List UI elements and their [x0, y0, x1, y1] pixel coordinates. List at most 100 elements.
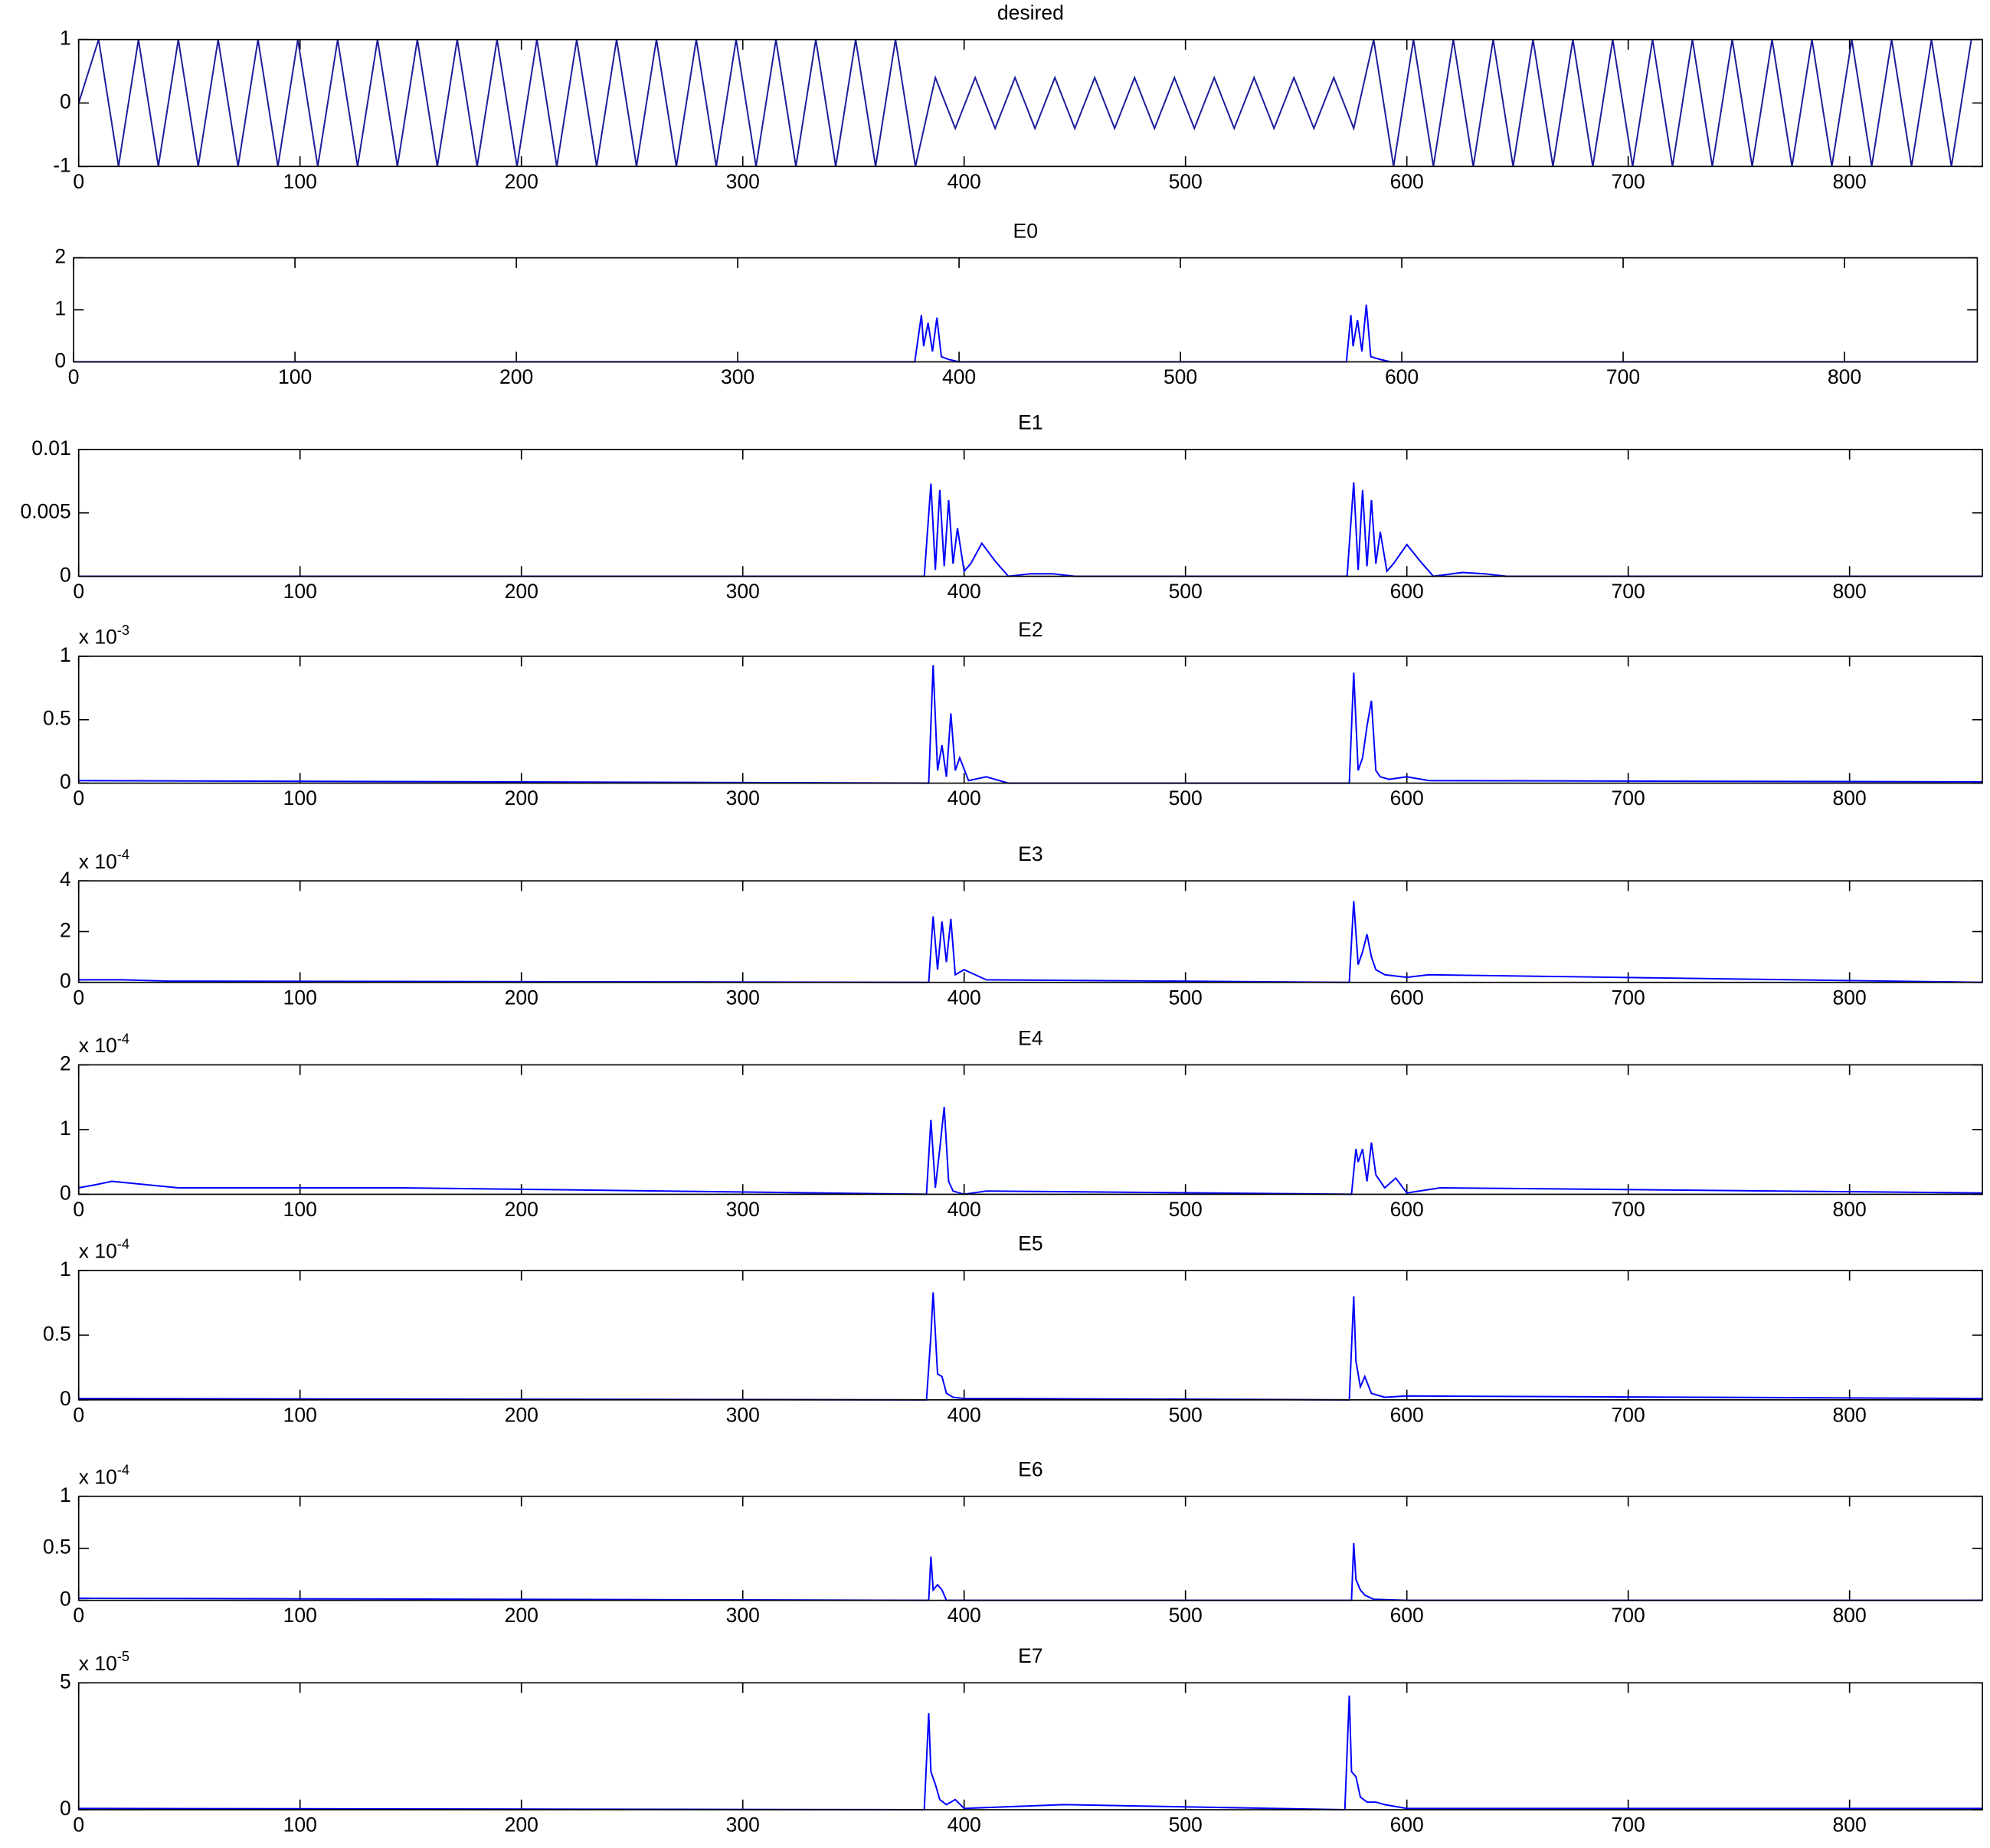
plot-area	[74, 257, 1978, 362]
x-tick-label: 700	[1612, 170, 1645, 193]
y-tick-label: 0	[60, 1387, 71, 1410]
y-tick-label: 2	[60, 918, 71, 941]
x-tick-label: 700	[1612, 1604, 1645, 1627]
y-tick-label: 0.01	[31, 437, 71, 460]
data-line	[78, 1695, 1983, 1811]
x-tick-label: 500	[1169, 580, 1203, 603]
data-line	[78, 1292, 1983, 1401]
x-tick-label: 800	[1833, 1403, 1867, 1426]
plot-area	[78, 39, 1983, 167]
x-tick-label: 400	[948, 170, 981, 193]
axes-frame	[77, 656, 1983, 784]
y-tick-label: 4	[60, 868, 71, 891]
x-tick-label: 600	[1390, 1403, 1424, 1426]
y-tick-label: 0	[60, 1797, 71, 1820]
y-tick-label: 1	[60, 643, 71, 666]
x-tick-label: 200	[505, 1604, 538, 1627]
x-tick-label: 300	[726, 986, 760, 1009]
chart-title: E5	[1018, 1232, 1042, 1255]
y-multiplier: x 10-5	[79, 1649, 129, 1675]
x-tick-label: 600	[1390, 1604, 1424, 1627]
y-multiplier-exponent: -4	[117, 847, 129, 862]
x-tick-label: 300	[726, 787, 760, 810]
x-tick-label: 200	[505, 170, 538, 193]
axes-frame	[77, 1682, 1983, 1810]
x-tick-label: 500	[1169, 986, 1203, 1009]
plot-area	[78, 1496, 1983, 1601]
x-tick-label: 500	[1169, 1604, 1203, 1627]
y-multiplier-base: x 10	[79, 1652, 117, 1675]
x-tick-label: 600	[1390, 580, 1424, 603]
axes-frame	[77, 1495, 1983, 1601]
x-tick-label: 300	[726, 1604, 760, 1627]
y-tick-label: 2	[54, 245, 66, 268]
plot-area	[78, 1065, 1983, 1195]
x-tick-label: 100	[283, 1604, 317, 1627]
x-tick-label: 600	[1390, 787, 1424, 810]
x-tick-label: 500	[1169, 1403, 1203, 1426]
y-tick-label: 1	[60, 1117, 71, 1140]
x-tick-label: 300	[726, 1814, 760, 1837]
chart-title: E3	[1018, 842, 1042, 865]
x-tick-label: 300	[726, 1198, 760, 1221]
y-tick-label: 0	[54, 348, 66, 371]
x-tick-label: 0	[73, 986, 84, 1009]
axes-frame	[73, 257, 1979, 363]
x-tick-label: 500	[1169, 170, 1203, 193]
data-line	[77, 39, 1972, 167]
x-tick-label: 0	[73, 1604, 84, 1627]
x-tick-label: 0	[73, 170, 84, 193]
x-tick-label: 500	[1169, 1198, 1203, 1221]
x-tick-label: 600	[1390, 170, 1424, 193]
x-tick-label: 400	[948, 1403, 981, 1426]
x-tick-label: 600	[1385, 365, 1419, 388]
y-multiplier: x 10-4	[79, 1462, 129, 1488]
x-tick-label: 800	[1833, 1604, 1867, 1627]
x-tick-label: 700	[1612, 1403, 1645, 1426]
y-tick-label: 0.5	[43, 1536, 71, 1559]
x-tick-label: 600	[1390, 1198, 1424, 1221]
axes-frame	[77, 448, 1983, 577]
y-tick-label: 0	[60, 564, 71, 587]
x-tick-label: 700	[1612, 986, 1645, 1009]
x-tick-label: 100	[283, 580, 317, 603]
x-tick-label: 800	[1833, 170, 1867, 193]
plot-area	[78, 1270, 1983, 1400]
y-multiplier: x 10-4	[79, 1237, 129, 1263]
x-tick-label: 0	[73, 580, 84, 603]
y-tick-label: 5	[60, 1670, 71, 1693]
x-tick-label: 200	[505, 1403, 538, 1426]
x-tick-label: 500	[1169, 787, 1203, 810]
x-tick-label: 700	[1606, 365, 1640, 388]
x-tick-label: 0	[73, 1403, 84, 1426]
x-tick-label: 200	[499, 365, 533, 388]
x-tick-label: 400	[948, 1814, 981, 1837]
chart-title: desired	[997, 2, 1064, 25]
y-multiplier: x 10-3	[79, 623, 129, 649]
chart-title: E6	[1018, 1458, 1042, 1481]
x-tick-label: 0	[73, 787, 84, 810]
x-tick-label: 300	[726, 580, 760, 603]
x-tick-label: 800	[1833, 986, 1867, 1009]
y-multiplier-exponent: -4	[117, 1462, 129, 1477]
y-multiplier-exponent: -3	[117, 623, 129, 638]
x-tick-label: 200	[505, 1814, 538, 1837]
x-tick-label: 400	[948, 986, 981, 1009]
x-tick-label: 700	[1612, 787, 1645, 810]
axes-frame	[77, 880, 1983, 983]
x-tick-label: 400	[948, 580, 981, 603]
y-multiplier-exponent: -4	[117, 1031, 129, 1046]
y-multiplier-base: x 10	[79, 1466, 117, 1489]
x-tick-label: 100	[283, 986, 317, 1009]
y-tick-label: -1	[53, 153, 71, 176]
x-tick-label: 100	[283, 1403, 317, 1426]
x-tick-label: 100	[278, 365, 312, 388]
chart-title: E1	[1018, 411, 1042, 434]
y-tick-label: 0	[60, 90, 71, 113]
x-tick-label: 400	[948, 1604, 981, 1627]
chart-title: E7	[1018, 1644, 1042, 1667]
x-tick-label: 100	[283, 170, 317, 193]
x-tick-label: 400	[948, 1198, 981, 1221]
x-tick-label: 800	[1833, 580, 1867, 603]
